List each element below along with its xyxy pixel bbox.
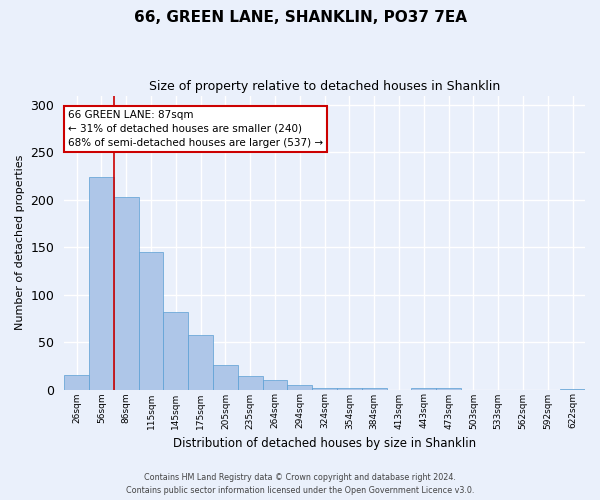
- Bar: [139, 252, 163, 390]
- Bar: [188, 336, 213, 390]
- Bar: [238, 376, 263, 390]
- Bar: [312, 388, 337, 390]
- X-axis label: Distribution of detached houses by size in Shanklin: Distribution of detached houses by size …: [173, 437, 476, 450]
- Bar: [560, 388, 585, 390]
- Bar: [89, 177, 114, 390]
- Text: Contains HM Land Registry data © Crown copyright and database right 2024.
Contai: Contains HM Land Registry data © Crown c…: [126, 474, 474, 495]
- Bar: [362, 388, 386, 390]
- Bar: [213, 365, 238, 390]
- Bar: [263, 380, 287, 390]
- Bar: [337, 388, 362, 390]
- Title: Size of property relative to detached houses in Shanklin: Size of property relative to detached ho…: [149, 80, 500, 93]
- Bar: [287, 385, 312, 390]
- Bar: [64, 376, 89, 390]
- Bar: [436, 388, 461, 390]
- Text: 66 GREEN LANE: 87sqm
← 31% of detached houses are smaller (240)
68% of semi-deta: 66 GREEN LANE: 87sqm ← 31% of detached h…: [68, 110, 323, 148]
- Text: 66, GREEN LANE, SHANKLIN, PO37 7EA: 66, GREEN LANE, SHANKLIN, PO37 7EA: [133, 10, 467, 25]
- Bar: [114, 197, 139, 390]
- Bar: [163, 312, 188, 390]
- Y-axis label: Number of detached properties: Number of detached properties: [15, 155, 25, 330]
- Bar: [412, 388, 436, 390]
